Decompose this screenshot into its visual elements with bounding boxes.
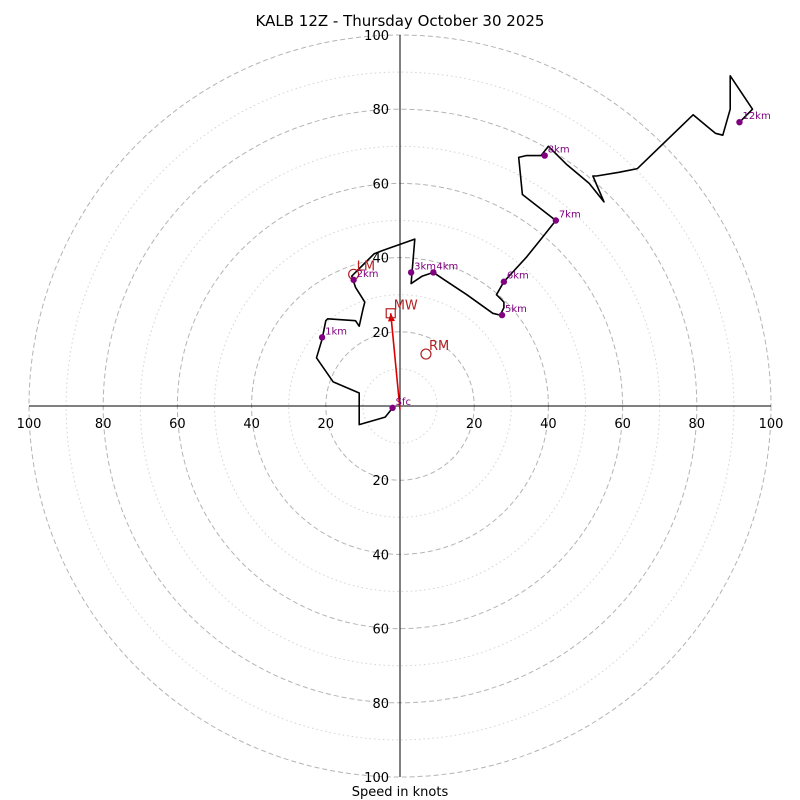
x-tick-label: 60 [169, 417, 186, 432]
height-marker-point [500, 278, 508, 285]
height-marker-label: 4km [436, 261, 458, 272]
x-tick-label: 60 [614, 417, 631, 432]
x-tick-labels: 100 80 60 40 20 20 40 60 80 100 [17, 417, 784, 432]
y-tick-label: 40 [372, 252, 389, 267]
height-marker-label: 7km [559, 210, 581, 221]
height-marker-point [318, 334, 326, 341]
x-axis-label: Speed in knots [352, 785, 449, 800]
height-marker-point [430, 269, 437, 276]
y-tick-label: 100 [364, 29, 389, 44]
x-tick-label: 100 [759, 417, 784, 432]
y-tick-label: 20 [372, 474, 389, 489]
y-tick-label: 20 [372, 326, 389, 341]
height-marker-label: 2km [357, 269, 379, 280]
x-tick-label: 20 [466, 417, 483, 432]
storm-motion-rm-marker [420, 348, 432, 360]
height-marker-label: 8km [548, 145, 570, 156]
wind-trace [315, 75, 754, 426]
x-tick-label: 80 [689, 417, 706, 432]
x-tick-label: 100 [17, 417, 42, 432]
y-tick-label: 80 [372, 697, 389, 712]
x-tick-label: 80 [95, 417, 112, 432]
y-tick-label: 60 [372, 177, 389, 192]
height-marker-point [407, 269, 415, 276]
storm-motion-lm-label: LM [357, 259, 375, 274]
storm-motion-rm-label: RM [429, 339, 449, 354]
storm-motion-mw-marker [385, 308, 396, 319]
height-markers: Sfc 1km 2km 3km 4km 5km 6km 7km 8km 12km [318, 111, 771, 412]
chart-title: KALB 12Z - Thursday October 30 2025 [256, 12, 545, 30]
height-marker-point [389, 404, 396, 412]
height-marker-point [552, 217, 560, 224]
height-marker-point [350, 276, 357, 284]
wind-trace-line [315, 75, 754, 426]
shear-vector-group [388, 313, 401, 410]
y-tick-labels: 100 80 60 40 20 20 40 60 80 100 [364, 29, 389, 786]
height-marker-point [498, 311, 506, 319]
shear-vector-line [389, 313, 401, 410]
y-tick-label: 60 [372, 623, 389, 638]
height-marker-label: Sfc [396, 397, 411, 408]
height-marker-label: 12km [742, 111, 770, 122]
x-tick-label: 20 [318, 417, 335, 432]
storm-motion-mw-label: MW [394, 298, 418, 313]
height-marker-label: 5km [505, 304, 527, 315]
height-marker-label: 6km [507, 271, 529, 282]
y-tick-label: 100 [364, 771, 389, 786]
x-tick-label: 40 [540, 417, 557, 432]
height-marker-label: 1km [325, 326, 347, 337]
x-tick-label: 40 [243, 417, 260, 432]
height-marker-point [736, 118, 743, 126]
height-marker-label: 3km [414, 261, 436, 272]
y-tick-label: 80 [372, 103, 389, 118]
y-tick-label: 40 [372, 548, 389, 563]
height-marker-point [541, 152, 548, 159]
storm-motion-group: LM MW RM [348, 259, 449, 360]
